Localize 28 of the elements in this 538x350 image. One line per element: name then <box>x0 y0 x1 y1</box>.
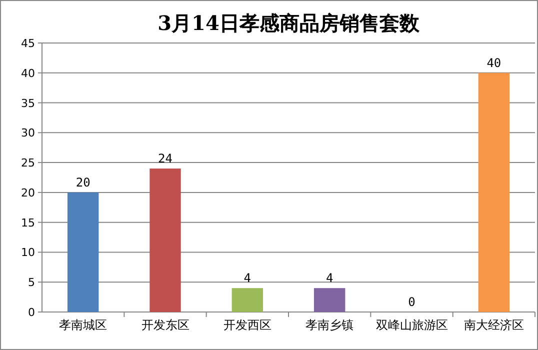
data-label: 4 <box>326 271 334 286</box>
y-tick-label: 35 <box>21 96 35 110</box>
y-tick-label: 25 <box>21 156 35 170</box>
x-tick-label: 开发东区 <box>141 318 190 332</box>
y-tick-label: 15 <box>21 216 35 230</box>
data-label: 40 <box>486 56 502 70</box>
x-tick-label: 孝南城区 <box>59 318 108 332</box>
y-tick-label: 10 <box>21 246 35 260</box>
bar <box>67 192 99 312</box>
data-label: 4 <box>244 271 252 286</box>
y-tick-label: 45 <box>21 37 35 50</box>
x-tick-label: 双峰山旅游区 <box>376 318 448 332</box>
bar <box>150 168 181 312</box>
data-label: 0 <box>408 295 416 309</box>
y-tick-label: 30 <box>21 126 35 140</box>
data-label: 20 <box>76 175 90 190</box>
x-tick-label: 孝南乡镇 <box>306 318 354 332</box>
chart-title: 3月14日孝感商品房销售套数 <box>158 11 420 35</box>
x-tick-label: 南大经济区 <box>464 318 524 332</box>
x-tick-label: 开发西区 <box>223 318 272 332</box>
bar <box>314 288 346 312</box>
bar <box>478 72 510 312</box>
y-tick-label: 0 <box>28 306 35 319</box>
y-tick-label: 5 <box>28 276 35 290</box>
y-tick-label: 20 <box>21 186 35 200</box>
y-tick-label: 40 <box>21 66 35 80</box>
data-label: 24 <box>158 152 172 166</box>
bar <box>232 288 264 312</box>
